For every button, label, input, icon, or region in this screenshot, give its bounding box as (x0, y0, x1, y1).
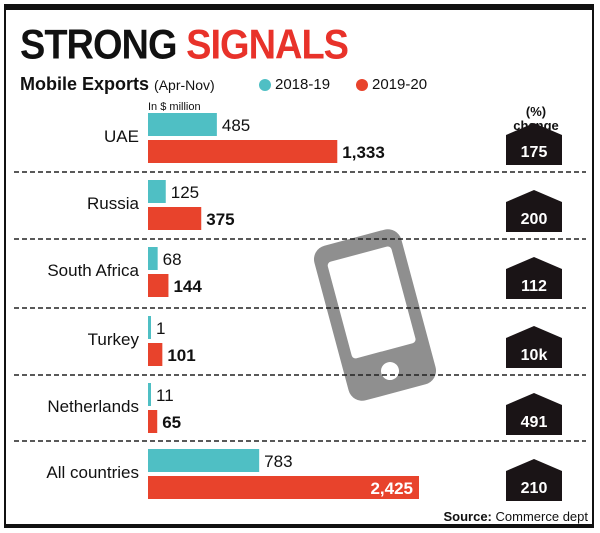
bar-2019-20 (148, 274, 169, 297)
change-badge (506, 326, 562, 368)
change-value: 10k (521, 347, 548, 364)
data-label: 485 (222, 116, 250, 135)
title-part-1: STRONG (20, 22, 178, 69)
legend-2018-19: 2018-19 (259, 76, 330, 93)
smartphone-icon (313, 229, 437, 401)
source-label: Source: (443, 509, 492, 524)
change-badge (506, 257, 562, 299)
category-label: All countries (46, 463, 139, 482)
data-label: 144 (173, 277, 202, 296)
title-part-2: SIGNALS (186, 22, 349, 69)
unit-label: In $ million (148, 101, 201, 113)
period: (Apr-Nov) (154, 77, 215, 93)
source: Source: Commerce dept (443, 509, 588, 524)
legend-label: 2019-20 (372, 76, 428, 93)
category-label: Netherlands (47, 397, 139, 416)
bar-2019-20 (148, 410, 158, 433)
change-badge (506, 190, 562, 232)
category-label: Turkey (88, 330, 140, 349)
source-text: Commerce dept (495, 509, 588, 524)
change-value: 112 (521, 278, 547, 295)
legend-dot (259, 78, 271, 91)
data-label: 375 (206, 210, 234, 229)
bar-2018-19 (148, 113, 217, 136)
category-label: South Africa (47, 261, 139, 280)
change-badge (506, 123, 562, 165)
bar-2018-19 (148, 449, 260, 472)
change-header-line: (%) (525, 104, 547, 119)
bar-2018-19 (148, 383, 151, 406)
chart-title: STRONG SIGNALS (20, 22, 349, 69)
data-label: 2,425 (370, 479, 413, 498)
change-badge (506, 393, 562, 435)
data-label: 1,333 (342, 143, 385, 162)
data-label: 125 (171, 183, 199, 202)
bar-2018-19 (148, 316, 151, 339)
bar-2019-20 (148, 476, 419, 499)
legend-dot (356, 78, 368, 91)
subtitle-text: Mobile Exports (20, 74, 150, 94)
data-label: 65 (162, 413, 181, 432)
legend-label: 2018-19 (275, 76, 331, 93)
change-badge (506, 459, 562, 501)
data-label: 1 (156, 319, 165, 338)
frame (4, 4, 594, 528)
change-value: 175 (521, 144, 548, 161)
data-label: 783 (264, 452, 292, 471)
bar-2018-19 (148, 247, 158, 270)
change-value: 200 (521, 211, 548, 228)
category-label: Russia (87, 194, 140, 213)
change-value: 210 (521, 480, 548, 497)
bar-2019-20 (148, 207, 202, 230)
category-label: UAE (104, 127, 139, 146)
bar-2019-20 (148, 140, 338, 163)
chart-subtitle: Mobile Exports (Apr-Nov) (20, 74, 215, 95)
data-label: 11 (156, 386, 174, 405)
change-value: 491 (521, 414, 548, 431)
legend-2019-20: 2019-20 (356, 76, 427, 93)
bar-2019-20 (148, 343, 163, 366)
data-label: 68 (163, 250, 182, 269)
bar-2018-19 (148, 180, 166, 203)
data-label: 101 (167, 346, 195, 365)
